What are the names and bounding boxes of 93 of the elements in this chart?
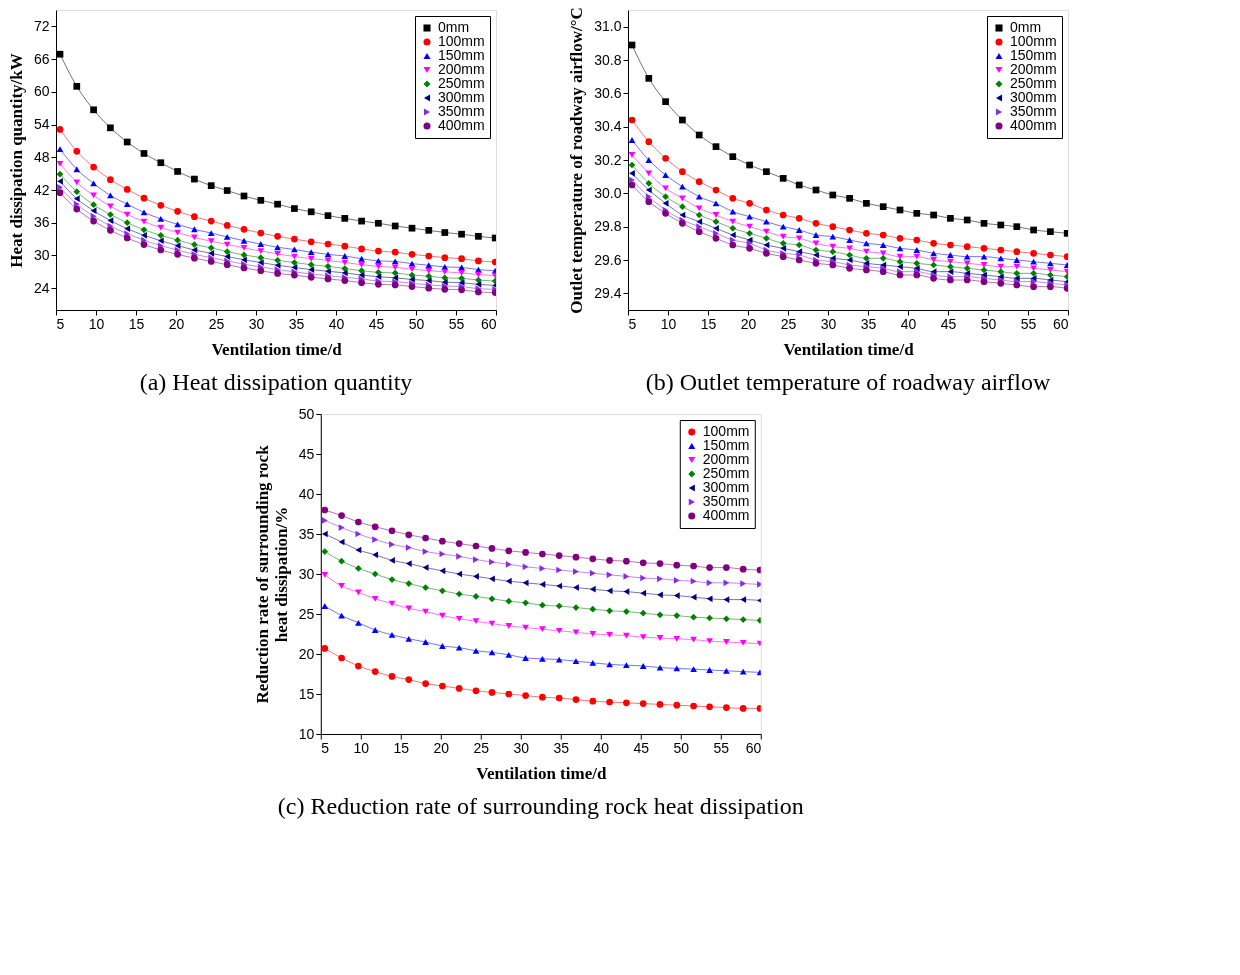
legend-label: 350mm [1010,103,1057,119]
y-tick-label: 42 [33,181,50,198]
x-tick-label: 30 [513,739,530,756]
legend-label: 0mm [1010,19,1042,35]
y-tick-label: 30 [33,246,50,263]
legend-label: 100mm [438,33,485,49]
legend-label: 400mm [438,117,485,133]
x-tick-label: 40 [900,315,917,332]
x-tick-label: 40 [328,315,345,332]
x-tick-label: 5 [56,315,65,332]
y-axis-title: Outlet temperature of roadway airflow/°C [567,7,587,314]
x-tick-label: 20 [740,315,757,332]
legend-label: 100mm [1010,33,1057,49]
y-tick-label: 48 [33,148,50,165]
x-axis-title: Ventilation time/d [476,763,607,783]
legend-label: 100mm [702,423,750,439]
x-tick-label: 60 [1052,315,1069,332]
text: (c) Reduction rate of surrounding rock heat dissipation [277,793,804,819]
y-tick-label: 60 [33,83,50,100]
x-tick-label: 50 [408,315,425,332]
x-tick-label: 45 [940,315,957,332]
y-tick-label: 54 [33,116,50,133]
y-tick-label: 25 [298,605,315,622]
y-axis-title: Heat dissipation quantity/kW [6,53,26,268]
x-tick-label: 45 [368,315,385,332]
legend-label: 250mm [702,465,750,481]
x-tick-label: 55 [448,315,465,332]
x-tick-label: 55 [1020,315,1037,332]
x-tick-label: 15 [393,739,410,756]
x-tick-label: 50 [673,739,690,756]
legend-label: 350mm [438,103,485,119]
x-tick-label: 20 [433,739,450,756]
y-tick-label: 66 [33,50,50,67]
x-tick-label: 45 [633,739,650,756]
legend-label: 300mm [438,89,485,105]
legend-label: 350mm [702,493,750,509]
legend-label: 150mm [702,437,750,453]
y-tick-label: 15 [298,685,315,702]
y-tick-label: 30.8 [594,51,622,68]
x-tick-label: 55 [713,739,730,756]
text: (a) Heat dissipation quantity [139,369,413,395]
y-tick-label: 50 [298,405,315,422]
x-tick-label: 25 [780,315,797,332]
x-tick-label: 10 [660,315,677,332]
text: (b) Outlet temperature of roadway airflow [645,369,1051,395]
legend-label: 200mm [1010,61,1057,77]
legend-label: 400mm [1010,117,1057,133]
x-tick-label: 10 [88,315,105,332]
y-tick-label: 36 [33,214,50,231]
legend-label: 400mm [702,507,750,523]
x-axis-title: Ventilation time/d [211,339,343,359]
legend-label: 250mm [1010,75,1057,91]
y-tick-label: 10 [298,725,315,742]
x-tick-label: 60 [480,315,497,332]
x-tick-label: 15 [700,315,717,332]
y-tick-label: 29.8 [594,218,622,235]
legend-label: 150mm [1010,47,1057,63]
x-tick-label: 5 [321,739,330,756]
x-tick-label: 50 [980,315,997,332]
legend-label: 300mm [702,479,750,495]
legend-label: 200mm [438,61,485,77]
legend-label: 200mm [702,451,750,467]
legend-label: 250mm [438,75,485,91]
x-tick-label: 5 [628,315,637,332]
y-tick-label: 29.6 [594,251,622,268]
y-tick-label: 40 [298,485,315,502]
y-tick-label: 30 [298,565,315,582]
x-tick-label: 30 [820,315,837,332]
x-tick-label: 35 [860,315,877,332]
legend-label: 0mm [438,19,470,35]
legend-label: 300mm [1010,89,1057,105]
y-tick-label: 20 [298,645,315,662]
y-tick-label: 30.4 [594,118,622,135]
y-tick-label: 30.6 [594,84,622,101]
x-axis-title: Ventilation time/d [783,339,915,359]
legend-label: 150mm [438,47,485,63]
x-tick-label: 10 [353,739,370,756]
x-tick-label: 25 [208,315,225,332]
y-tick-label: 72 [33,17,50,34]
x-tick-label: 20 [168,315,185,332]
y-tick-label: 29.4 [594,284,622,301]
y-tick-label: 24 [33,279,50,296]
x-tick-label: 15 [128,315,145,332]
y-tick-label: 35 [298,525,315,542]
y-axis-title: Reduction rate of surrounding rock heat dissipation/% [252,444,291,704]
y-tick-label: 30.2 [594,151,622,168]
x-tick-label: 30 [248,315,265,332]
x-tick-label: 25 [473,739,490,756]
y-tick-label: 30.0 [594,184,622,201]
x-tick-label: 60 [745,739,762,756]
y-tick-label: 45 [298,445,315,462]
x-tick-label: 35 [553,739,570,756]
y-tick-label: 31.0 [594,18,622,35]
